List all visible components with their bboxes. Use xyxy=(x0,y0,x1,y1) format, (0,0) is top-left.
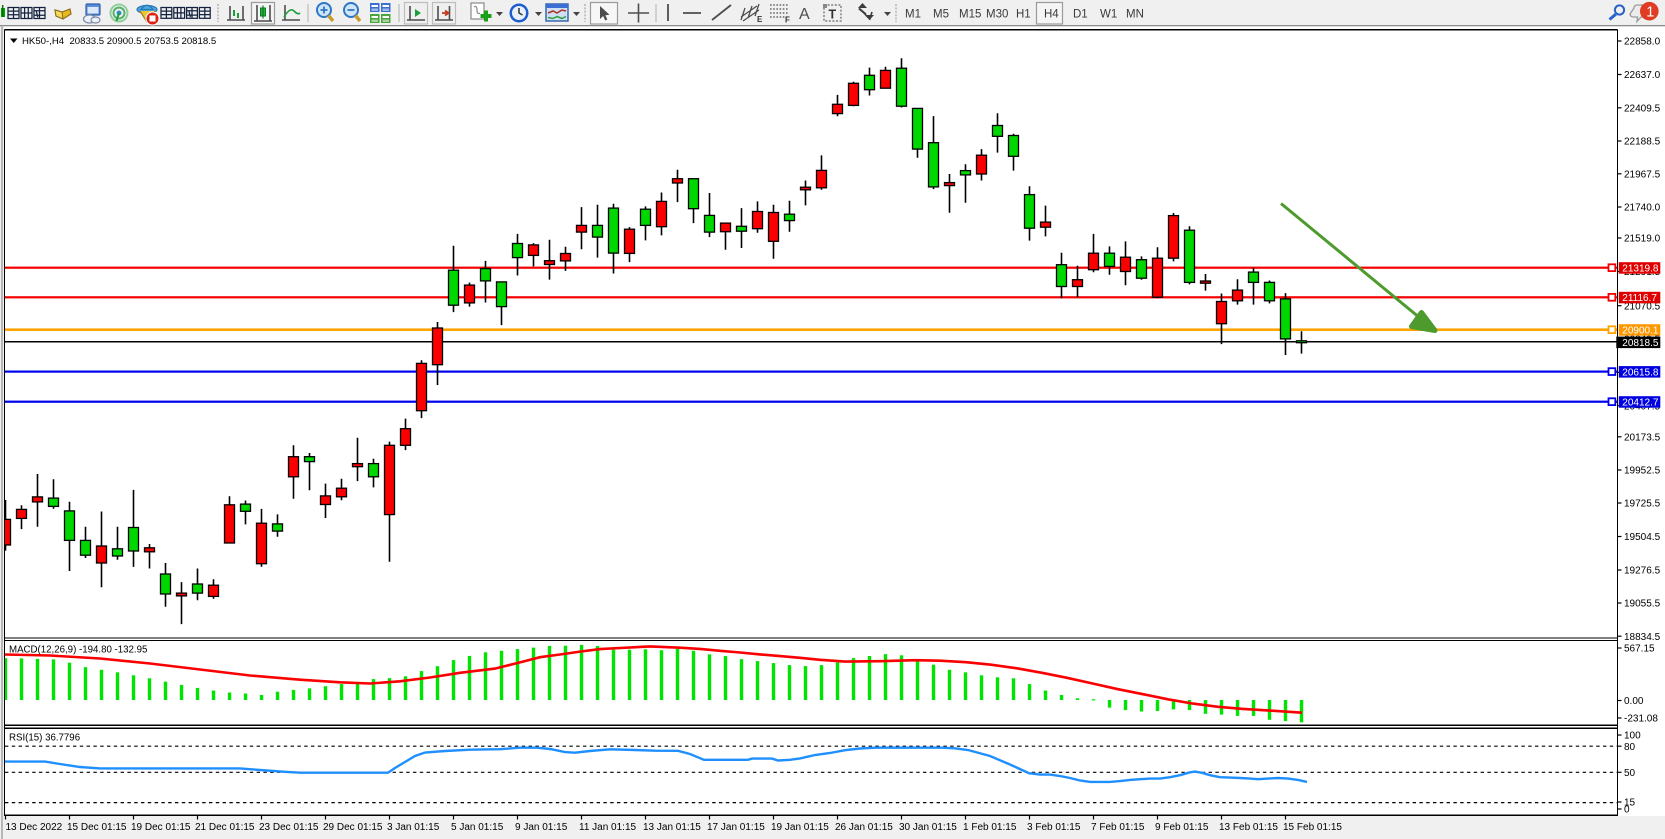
svg-text:21116.7: 21116.7 xyxy=(1622,293,1657,304)
svg-text:22409.5: 22409.5 xyxy=(1624,104,1661,115)
svg-text:19725.5: 19725.5 xyxy=(1624,499,1661,510)
svg-text:H4: H4 xyxy=(1044,9,1059,21)
svg-text:22188.5: 22188.5 xyxy=(1624,137,1661,148)
svg-text:13 Jan 01:15: 13 Jan 01:15 xyxy=(643,822,701,833)
svg-text:A: A xyxy=(799,6,810,23)
svg-text:17 Jan 01:15: 17 Jan 01:15 xyxy=(707,822,765,833)
svg-text:21740.0: 21740.0 xyxy=(1624,203,1661,214)
svg-text:19504.5: 19504.5 xyxy=(1624,532,1661,543)
svg-text:20900.1: 20900.1 xyxy=(1622,326,1659,337)
svg-text:567.15: 567.15 xyxy=(1624,644,1655,655)
svg-text:19055.5: 19055.5 xyxy=(1624,599,1661,610)
svg-text:M30: M30 xyxy=(986,9,1008,21)
svg-text:22858.0: 22858.0 xyxy=(1624,37,1661,48)
svg-text:22637.0: 22637.0 xyxy=(1624,70,1661,81)
svg-text:80: 80 xyxy=(1624,742,1636,753)
svg-text:RSI(15) 36.7796: RSI(15) 36.7796 xyxy=(9,733,80,744)
svg-text:19 Dec 01:15: 19 Dec 01:15 xyxy=(131,822,191,833)
svg-text:23 Dec 01:15: 23 Dec 01:15 xyxy=(259,822,319,833)
svg-text:30 Jan 01:15: 30 Jan 01:15 xyxy=(899,822,957,833)
svg-text:MN: MN xyxy=(1126,9,1144,21)
svg-text:29 Dec 01:15: 29 Dec 01:15 xyxy=(323,822,383,833)
svg-text:M15: M15 xyxy=(959,9,981,21)
svg-text:20412.7: 20412.7 xyxy=(1622,398,1659,409)
svg-text:D1: D1 xyxy=(1073,9,1088,21)
svg-text:0: 0 xyxy=(1624,805,1630,816)
svg-text:-231.08: -231.08 xyxy=(1624,714,1658,725)
svg-text:9 Jan 01:15: 9 Jan 01:15 xyxy=(515,822,568,833)
svg-text:0.00: 0.00 xyxy=(1624,696,1644,707)
svg-text:M5: M5 xyxy=(933,9,949,21)
svg-text:50: 50 xyxy=(1624,768,1636,779)
svg-text:19276.5: 19276.5 xyxy=(1624,566,1661,577)
svg-text:W1: W1 xyxy=(1100,9,1117,21)
svg-text:11 Jan 01:15: 11 Jan 01:15 xyxy=(579,822,637,833)
svg-text:T: T xyxy=(829,8,837,22)
svg-text:13 Dec 2022: 13 Dec 2022 xyxy=(6,822,63,833)
svg-text:21070.5: 21070.5 xyxy=(1624,301,1661,312)
svg-text:M1: M1 xyxy=(905,9,921,21)
svg-text:3 Feb 01:15: 3 Feb 01:15 xyxy=(1027,822,1081,833)
svg-text:20615.8: 20615.8 xyxy=(1622,367,1659,378)
svg-text:F: F xyxy=(785,16,790,25)
svg-text:19 Jan 01:15: 19 Jan 01:15 xyxy=(771,822,829,833)
svg-text:15: 15 xyxy=(1624,798,1636,809)
svg-text:13 Feb 01:15: 13 Feb 01:15 xyxy=(1219,822,1278,833)
svg-text:9 Feb 01:15: 9 Feb 01:15 xyxy=(1155,822,1209,833)
svg-text:21319.8: 21319.8 xyxy=(1622,264,1659,275)
svg-text:19952.5: 19952.5 xyxy=(1624,466,1661,477)
svg-text:15 Dec 01:15: 15 Dec 01:15 xyxy=(67,822,127,833)
svg-text:21519.0: 21519.0 xyxy=(1624,234,1661,245)
svg-text:26 Jan 01:15: 26 Jan 01:15 xyxy=(835,822,893,833)
svg-text:E: E xyxy=(757,15,763,24)
svg-text:1 Feb 01:15: 1 Feb 01:15 xyxy=(963,822,1017,833)
svg-text:5 Jan 01:15: 5 Jan 01:15 xyxy=(451,822,504,833)
svg-text:7 Feb 01:15: 7 Feb 01:15 xyxy=(1091,822,1145,833)
svg-text:H1: H1 xyxy=(1016,9,1031,21)
svg-text:MACD(12,26,9) -194.80 -132.95: MACD(12,26,9) -194.80 -132.95 xyxy=(9,645,147,656)
svg-text:20173.5: 20173.5 xyxy=(1624,433,1661,444)
svg-text:1: 1 xyxy=(1646,5,1654,21)
svg-text:HK50-,H4 20833.5 20900.5 2075: HK50-,H4 20833.5 20900.5 20753.5 20818.5 xyxy=(22,36,216,47)
svg-text:21967.5: 21967.5 xyxy=(1624,170,1661,181)
svg-text:18834.5: 18834.5 xyxy=(1624,632,1661,643)
svg-text:100: 100 xyxy=(1624,731,1641,742)
svg-text:3 Jan 01:15: 3 Jan 01:15 xyxy=(387,822,440,833)
svg-text:20818.5: 20818.5 xyxy=(1622,338,1659,349)
svg-text:15 Feb 01:15: 15 Feb 01:15 xyxy=(1283,822,1342,833)
svg-text:21 Dec 01:15: 21 Dec 01:15 xyxy=(195,822,255,833)
